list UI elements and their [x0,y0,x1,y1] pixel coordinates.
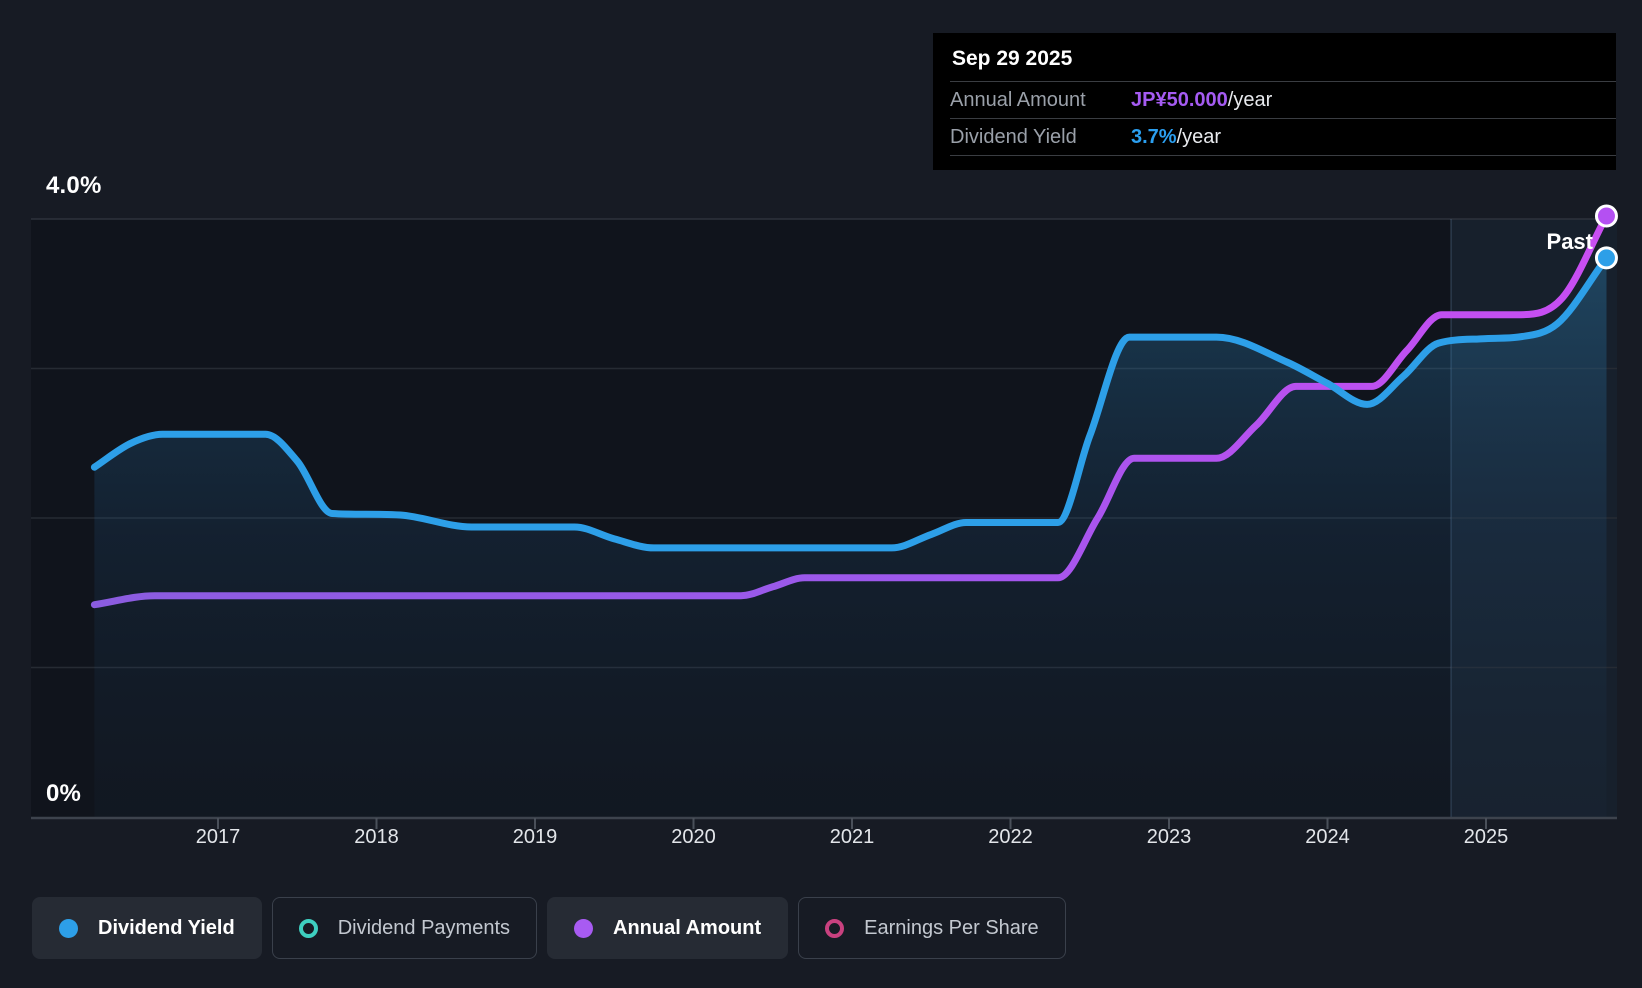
x-axis-label-2021: 2021 [829,826,875,848]
tooltip-date: Sep 29 2025 [952,47,1073,70]
tooltip: Sep 29 2025 Annual Amount JP¥50.000 /yea… [933,33,1616,170]
x-axis-label-2019: 2019 [512,826,558,848]
legend: Dividend Yield Dividend Payments Annual Am… [32,897,1066,959]
dividend-yield-line [90,254,1610,552]
legend-item-earnings-per-share[interactable]: Earnings Per Share [798,897,1066,959]
annual-amount-line [90,212,1610,609]
x-axis-label-2018: 2018 [354,826,399,848]
x-axis-label-2025: 2025 [1463,826,1509,848]
y-axis-label-top: 4.0% [46,172,102,199]
tooltip-divider [950,155,1616,156]
legend-item-annual-amount[interactable]: Annual Amount [547,897,789,959]
filled-dot-icon [59,918,78,938]
tooltip-suffix: /year [1176,125,1222,148]
x-axis-label-2020: 2020 [671,826,716,848]
legend-item-dividend-payments[interactable]: Dividend Payments [271,897,538,959]
tooltip-label: Dividend Yield [950,125,1077,148]
past-label: Past [1546,229,1593,254]
y-axis-label-bottom: 0% [46,780,82,807]
ring-dot-icon [298,918,318,938]
x-axis-ticks [217,818,1487,829]
legend-item-dividend-yield[interactable]: Dividend Yield [32,897,262,959]
tooltip-value: JP¥50.000 [1131,88,1228,111]
legend-item-label: Dividend Payments [337,916,511,939]
legend-item-label: Annual Amount [613,916,762,939]
filled-dot-icon [574,918,594,938]
x-axis-label-2023: 2023 [1146,826,1192,848]
x-axis-label-2017: 2017 [195,826,241,848]
x-axis-label-2024: 2024 [1305,826,1350,848]
tooltip-row-dividend-yield: Dividend Yield 3.7% /year [950,118,1616,155]
dividend-yield-area [94,257,1607,817]
endpoint-dot-annual-amount[interactable] [1594,204,1618,228]
legend-item-label: Dividend Yield [98,916,235,939]
tooltip-row-annual-amount: Annual Amount JP¥50.000 /year [950,81,1616,118]
endpoint-dot-dividend-yield[interactable] [1594,246,1618,270]
legend-item-label: Earnings Per Share [864,916,1039,939]
tooltip-value: 3.7% [1131,125,1177,148]
x-axis-label-2022: 2022 [988,826,1033,848]
ring-dot-icon [825,918,845,938]
tooltip-suffix: /year [1227,88,1273,111]
tooltip-label: Annual Amount [950,88,1086,111]
